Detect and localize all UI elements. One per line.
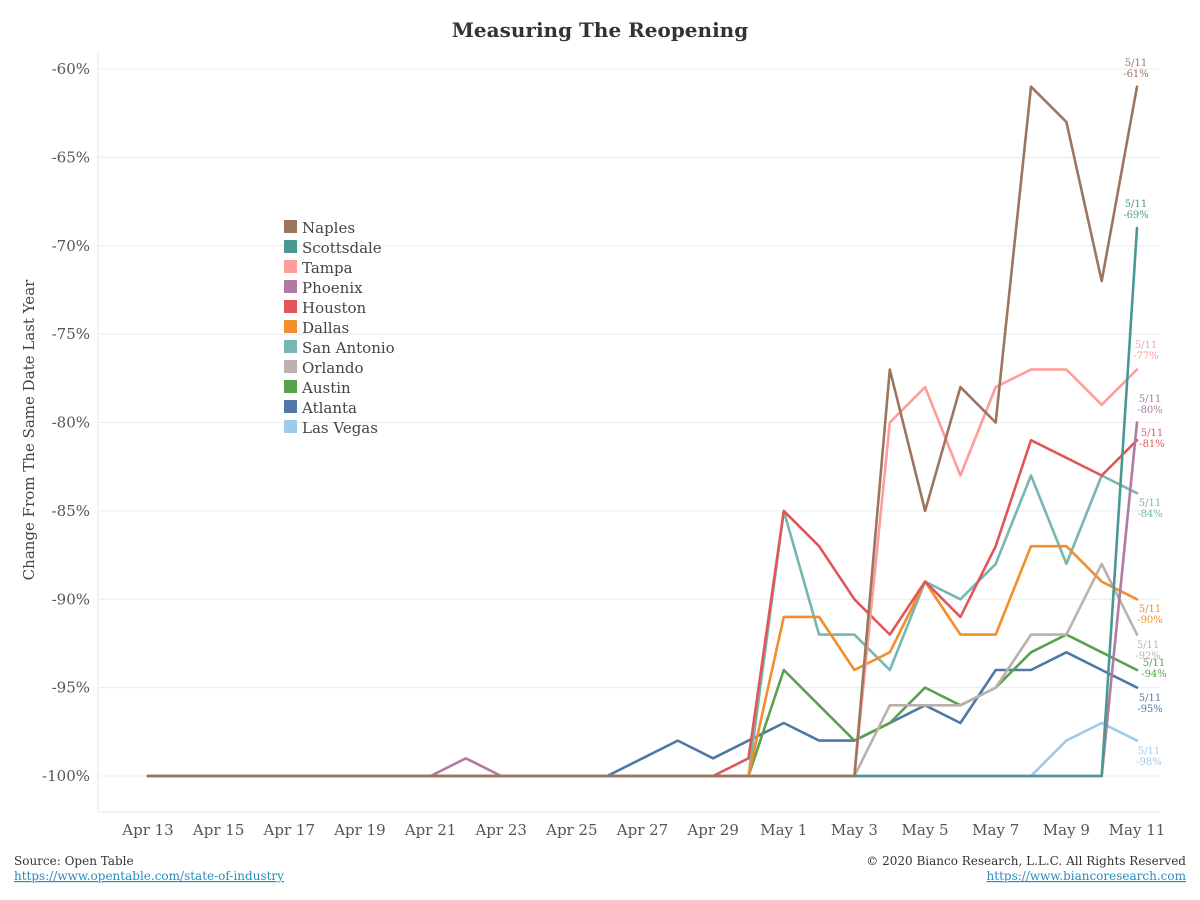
- end-label-date: 5/11: [1137, 640, 1159, 651]
- legend-swatch: [284, 220, 297, 233]
- legend-item: Atlanta: [284, 399, 357, 417]
- x-tick-label: Apr 23: [474, 821, 526, 839]
- series-line-las-vegas: [146, 721, 1139, 778]
- end-label-date: 5/11: [1141, 428, 1163, 439]
- axes: -60% -65% -70% -75% -80% -85% -90% -95% -100% Apr…: [42, 52, 1165, 839]
- legend-swatch: [284, 340, 297, 353]
- legend-item: Phoenix: [284, 279, 363, 297]
- x-tick-label: May 3: [831, 821, 878, 839]
- y-tick-label: -100%: [42, 767, 90, 785]
- x-tick-label: Apr 17: [263, 821, 315, 839]
- end-label-date: 5/11: [1135, 340, 1157, 351]
- end-label-value: -98%: [1136, 757, 1162, 768]
- legend-label: Orlando: [302, 359, 364, 377]
- legend-label: Phoenix: [302, 279, 363, 297]
- legend-swatch: [284, 400, 297, 413]
- series-line-houston: [146, 438, 1139, 778]
- source-label: Source: Open Table: [14, 854, 134, 868]
- x-tick-label: May 9: [1043, 821, 1090, 839]
- series-lines: [146, 85, 1139, 778]
- end-label-value: -80%: [1137, 405, 1163, 416]
- footer: Source: Open Table https://www.opentable…: [14, 854, 1187, 883]
- end-labels: 5/11-98%5/11-95%5/11-94%5/11-92%5/11-84%…: [1123, 58, 1167, 768]
- legend-label: Houston: [302, 299, 367, 317]
- legend-swatch: [284, 360, 297, 373]
- end-label-value: -94%: [1141, 669, 1167, 680]
- x-tick-label: May 7: [972, 821, 1019, 839]
- end-label-date: 5/11: [1139, 498, 1161, 509]
- series-line-atlanta: [146, 650, 1139, 778]
- end-label-value: -61%: [1123, 69, 1149, 80]
- series-line-naples: [146, 85, 1139, 778]
- legend-swatch: [284, 380, 297, 393]
- x-tick-label: Apr 19: [333, 821, 385, 839]
- end-label-value: -92%: [1135, 651, 1161, 662]
- x-tick-label: Apr 21: [404, 821, 456, 839]
- end-label-date: 5/11: [1125, 199, 1147, 210]
- legend-swatch: [284, 240, 297, 253]
- end-label-value: -81%: [1139, 439, 1165, 450]
- series-line-orlando: [146, 562, 1139, 778]
- end-label-date: 5/11: [1138, 746, 1160, 757]
- end-label-date: 5/11: [1143, 658, 1165, 669]
- x-tick-label: Apr 13: [121, 821, 173, 839]
- y-axis-label: Change From The Same Date Last Year: [20, 279, 38, 580]
- end-label-date: 5/11: [1125, 58, 1147, 69]
- end-label-value: -90%: [1137, 615, 1163, 626]
- legend-item: Orlando: [284, 359, 364, 377]
- legend-label: Scottsdale: [302, 239, 382, 257]
- x-tick-label: May 11: [1109, 821, 1166, 839]
- end-label-date: 5/11: [1139, 394, 1161, 405]
- legend-swatch: [284, 320, 297, 333]
- legend-item: Austin: [284, 379, 351, 397]
- legend: Naples Scottsdale Tampa Phoenix Houston Dalla…: [284, 219, 395, 437]
- end-label-value: -84%: [1137, 509, 1163, 520]
- chart-title: Measuring The Reopening: [452, 18, 748, 42]
- y-tick-label: -85%: [52, 502, 90, 520]
- y-tick-label: -90%: [52, 590, 90, 608]
- end-label-value: -69%: [1123, 210, 1149, 221]
- legend-item: San Antonio: [284, 339, 395, 357]
- site-link[interactable]: https://www.biancoresearch.com: [987, 869, 1187, 883]
- legend-label: Austin: [301, 379, 351, 397]
- legend-label: Tampa: [302, 259, 353, 277]
- legend-item: Houston: [284, 299, 367, 317]
- legend-item: Tampa: [284, 259, 353, 277]
- x-tick-label: Apr 29: [686, 821, 738, 839]
- x-tick-label: May 5: [902, 821, 949, 839]
- legend-label: Las Vegas: [302, 419, 378, 437]
- x-tick-label: May 1: [760, 821, 807, 839]
- series-line-austin: [146, 633, 1139, 778]
- end-label-value: -77%: [1133, 351, 1159, 362]
- x-tick-label: Apr 27: [616, 821, 668, 839]
- legend-label: Atlanta: [301, 399, 357, 417]
- y-tick-label: -65%: [52, 148, 90, 166]
- copyright-text: © 2020 Bianco Research, L.L.C. All Right…: [866, 854, 1186, 868]
- legend-label: Naples: [302, 219, 355, 237]
- x-tick-label: Apr 25: [545, 821, 597, 839]
- legend-swatch: [284, 260, 297, 273]
- legend-item: Las Vegas: [284, 419, 378, 437]
- end-label-date: 5/11: [1139, 693, 1161, 704]
- end-label-date: 5/11: [1139, 604, 1161, 615]
- legend-item: Scottsdale: [284, 239, 382, 257]
- y-tick-label: -95%: [52, 679, 90, 697]
- legend-item: Naples: [284, 219, 355, 237]
- legend-item: Dallas: [284, 319, 349, 337]
- series-line-san-antonio: [146, 474, 1139, 778]
- series-line-dallas: [146, 544, 1139, 778]
- y-tick-label: -70%: [52, 237, 90, 255]
- legend-label: San Antonio: [302, 339, 395, 357]
- legend-swatch: [284, 300, 297, 313]
- source-link[interactable]: https://www.opentable.com/state-of-indus…: [14, 869, 284, 883]
- end-label-value: -95%: [1137, 704, 1163, 715]
- y-tick-label: -75%: [52, 325, 90, 343]
- legend-swatch: [284, 420, 297, 433]
- y-tick-label: -60%: [52, 60, 90, 78]
- x-tick-label: Apr 15: [192, 821, 244, 839]
- y-tick-label: -80%: [52, 414, 90, 432]
- legend-swatch: [284, 280, 297, 293]
- legend-label: Dallas: [302, 319, 349, 337]
